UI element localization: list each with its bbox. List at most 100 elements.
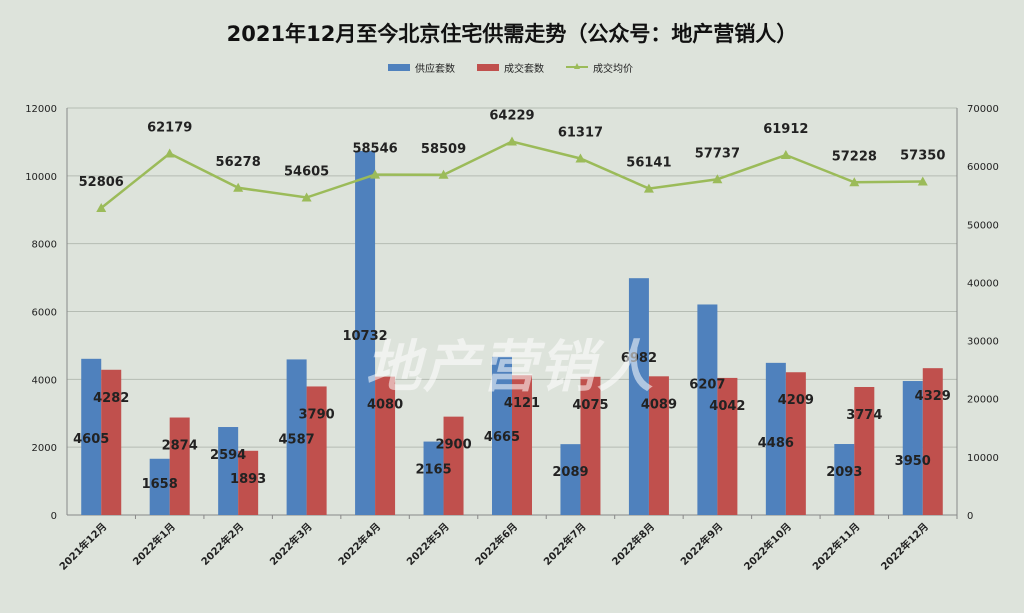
data-label-supply: 2089 xyxy=(552,465,588,480)
data-label-deal: 4042 xyxy=(709,399,745,414)
data-label-deal: 1893 xyxy=(230,472,266,487)
point-price xyxy=(370,169,381,179)
bar-deal xyxy=(512,375,532,515)
data-label-price: 54605 xyxy=(284,165,329,180)
data-label-deal: 3790 xyxy=(299,407,335,422)
y2-tick-label: 40000 xyxy=(967,278,999,289)
legend-label-price: 成交均价 xyxy=(593,63,633,75)
x-tick-label: 2022年12月 xyxy=(878,520,931,573)
x-tick-label: 2022年10月 xyxy=(741,520,794,573)
data-label-supply: 10732 xyxy=(342,329,387,344)
data-label-deal: 4209 xyxy=(778,393,814,408)
bar-deal xyxy=(648,376,669,515)
bar-supply xyxy=(697,304,718,515)
data-label-deal: 4080 xyxy=(367,398,403,413)
x-tick-label: 2022年8月 xyxy=(609,520,657,568)
x-tick-label: 2022年2月 xyxy=(198,520,246,568)
data-label-supply: 6982 xyxy=(621,351,657,366)
y2-tick-label: 30000 xyxy=(967,337,999,348)
bar-supply xyxy=(149,458,170,515)
point-price xyxy=(301,192,312,202)
y2-tick-label: 20000 xyxy=(967,395,999,406)
legend-item-supply: 供应套数 xyxy=(388,60,455,75)
data-label-deal: 2874 xyxy=(162,439,198,454)
data-label-deal: 3774 xyxy=(846,408,882,423)
x-tick-label: 2022年5月 xyxy=(404,520,452,568)
data-label-supply: 6207 xyxy=(689,377,725,392)
y-tick-label: 4000 xyxy=(32,375,57,386)
y2-tick-label: 10000 xyxy=(967,453,999,464)
watermark: 地产营销人 xyxy=(365,335,655,400)
bar-deal xyxy=(717,377,738,515)
point-price xyxy=(507,136,517,146)
data-label-price: 57737 xyxy=(695,146,740,161)
point-price xyxy=(917,176,928,186)
data-label-supply: 2093 xyxy=(826,465,862,480)
bar-deal xyxy=(785,372,806,515)
y-tick-label: 12000 xyxy=(25,104,57,115)
y-tick-label: 8000 xyxy=(32,240,57,251)
legend-label-supply: 供应套数 xyxy=(415,63,455,75)
y-tick-label: 10000 xyxy=(25,172,57,183)
legend: 供应套数 成交套数 成交均价 xyxy=(388,60,655,75)
point-price xyxy=(233,182,244,192)
data-label-price: 57350 xyxy=(900,149,945,164)
legend-item-price: 成交均价 xyxy=(566,60,633,75)
legend-swatch-deal xyxy=(477,63,499,71)
x-tick-label: 2022年1月 xyxy=(130,520,178,568)
data-label-supply: 4665 xyxy=(484,430,520,445)
data-label-deal: 2900 xyxy=(435,438,471,453)
bar-supply xyxy=(286,359,307,515)
bar-deal xyxy=(922,368,943,515)
bar-deal xyxy=(306,386,327,515)
bar-deal xyxy=(375,376,396,515)
data-label-price: 56141 xyxy=(626,156,671,171)
bar-supply xyxy=(218,427,239,515)
data-label-price: 64229 xyxy=(489,109,534,124)
chart-title: 2021年12月至今北京住宅供需走势（公众号：地产营销人） xyxy=(226,22,798,46)
bar-supply xyxy=(560,444,581,515)
y-tick-label: 2000 xyxy=(32,443,57,454)
point-price xyxy=(849,177,860,187)
data-label-deal: 4089 xyxy=(641,397,677,412)
data-label-supply: 4486 xyxy=(758,436,794,451)
bar-supply xyxy=(902,381,923,515)
point-price xyxy=(96,202,107,212)
y2-tick-label: 60000 xyxy=(967,162,999,173)
data-label-supply: 2165 xyxy=(415,463,451,478)
bar-supply xyxy=(81,358,102,515)
bar-deal xyxy=(169,417,190,515)
bar-deal xyxy=(443,416,464,515)
bar-supply xyxy=(834,444,855,515)
y-tick-label: 6000 xyxy=(32,308,57,319)
data-label-price: 57228 xyxy=(832,149,877,164)
legend-label-deal: 成交套数 xyxy=(504,63,544,75)
bar-deal xyxy=(101,369,122,515)
data-label-price: 58509 xyxy=(421,142,466,157)
legend-line-price xyxy=(566,62,588,72)
y2-tick-label: 70000 xyxy=(967,104,999,115)
bar-supply xyxy=(628,278,649,515)
y2-tick-label: 0 xyxy=(967,511,973,522)
point-price xyxy=(164,148,175,158)
bar-supply xyxy=(492,356,512,515)
x-tick-label: 2022年9月 xyxy=(678,520,726,568)
bar-supply xyxy=(423,441,444,515)
x-tick-label: 2022年6月 xyxy=(472,520,520,568)
x-tick-label: 2022年11月 xyxy=(810,520,863,573)
data-label-deal: 4121 xyxy=(504,396,540,411)
data-label-supply: 4587 xyxy=(279,432,315,447)
bar-deal xyxy=(580,376,601,515)
point-price xyxy=(712,174,723,184)
bar-supply xyxy=(355,151,376,515)
data-label-price: 52806 xyxy=(79,175,124,190)
point-price xyxy=(643,183,654,193)
y2-tick-label: 50000 xyxy=(967,220,999,231)
y-tick-label: 0 xyxy=(51,511,57,522)
bar-deal xyxy=(238,450,259,515)
data-label-deal: 4329 xyxy=(915,389,951,404)
point-price xyxy=(780,150,791,160)
bar-deal xyxy=(854,386,875,515)
data-label-price: 56278 xyxy=(216,155,261,170)
